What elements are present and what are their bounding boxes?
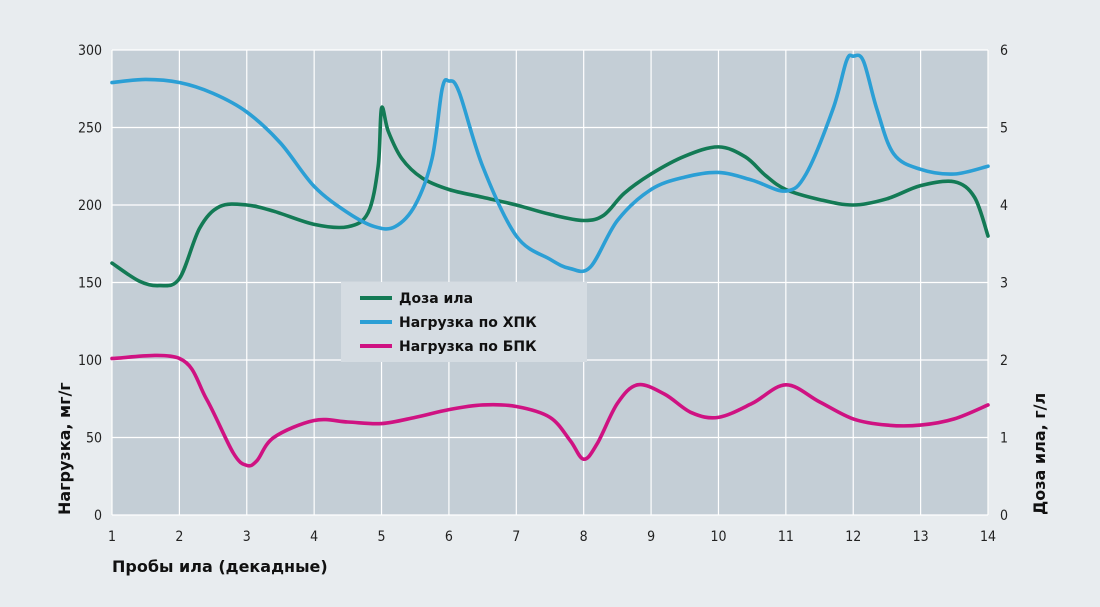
x-tick-label: 7 <box>512 529 520 545</box>
x-axis-title: Пробы ила (декадные) <box>112 557 328 576</box>
x-tick-label: 10 <box>710 529 726 545</box>
y-right-tick-label: 1 <box>1000 431 1008 447</box>
y-left-tick-label: 150 <box>78 276 102 292</box>
x-tick-label: 2 <box>175 529 183 545</box>
x-tick-label: 9 <box>647 529 655 545</box>
series-line-dose <box>110 105 990 288</box>
y-left-tick-label: 50 <box>86 431 102 447</box>
y-right-tick-label: 5 <box>1000 121 1008 137</box>
legend: Доза ила Нагрузка по ХПК Нагрузка по БПК <box>341 282 587 362</box>
x-tick-label: 8 <box>580 529 588 545</box>
x-tick-labels: 1 2 3 4 5 6 7 8 9 10 11 12 13 14 <box>108 529 996 545</box>
y-right-tick-labels: 0 1 2 3 4 5 6 <box>1000 43 1008 524</box>
y-right-tick-label: 4 <box>1000 198 1008 214</box>
y-right-axis-title: Доза ила, г/л <box>1030 393 1049 515</box>
legend-label-bod: Нагрузка по БПК <box>399 339 537 355</box>
x-tick-label: 5 <box>378 529 386 545</box>
x-tick-label: 13 <box>913 529 929 545</box>
y-left-tick-label: 200 <box>78 198 102 214</box>
y-left-tick-label: 300 <box>78 43 102 59</box>
x-tick-label: 1 <box>108 529 116 545</box>
y-right-tick-label: 6 <box>1000 43 1008 59</box>
x-tick-label: 11 <box>778 529 794 545</box>
x-tick-label: 3 <box>243 529 251 545</box>
y-left-axis-title: Нагрузка, мг/г <box>55 382 74 515</box>
legend-label-dose: Доза ила <box>399 291 473 307</box>
series-line-cod <box>110 53 990 274</box>
y-left-tick-label: 100 <box>78 353 102 369</box>
series-lines <box>110 53 990 468</box>
y-left-tick-labels: 0 50 100 150 200 250 300 <box>78 43 102 524</box>
y-left-tick-label: 0 <box>94 508 102 524</box>
x-tick-label: 6 <box>445 529 453 545</box>
y-right-tick-label: 0 <box>1000 508 1008 524</box>
y-left-tick-label: 250 <box>78 121 102 137</box>
x-tick-label: 4 <box>310 529 318 545</box>
x-tick-label: 12 <box>845 529 861 545</box>
series-line-bod <box>110 353 990 468</box>
y-right-tick-label: 3 <box>1000 276 1008 292</box>
x-tick-label: 14 <box>980 529 996 545</box>
legend-label-cod: Нагрузка по ХПК <box>399 315 537 331</box>
y-right-tick-label: 2 <box>1000 353 1008 369</box>
